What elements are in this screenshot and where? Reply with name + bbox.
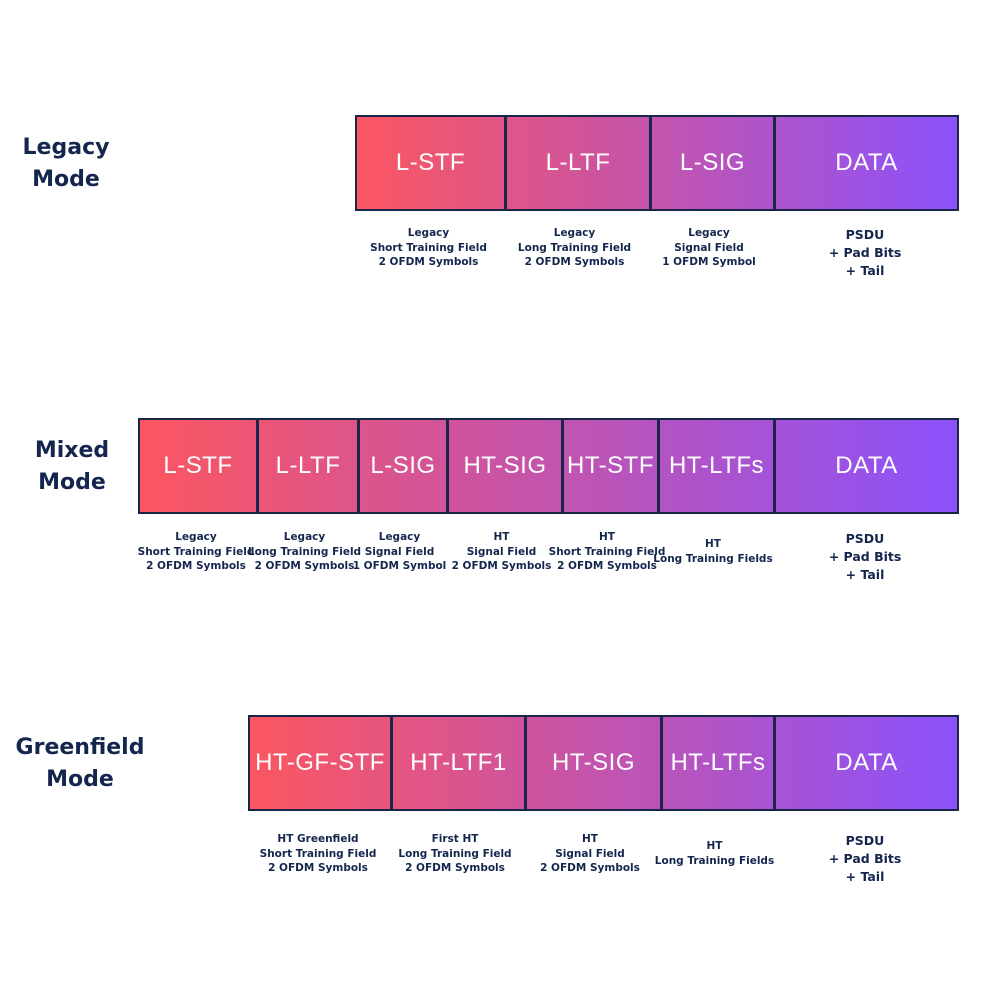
field-description-ht-sig: HT Signal Field 2 OFDM Symbols <box>451 531 552 572</box>
field-l-stf: L-STF <box>395 149 466 176</box>
mode-label-greenfield: Greenfield Mode <box>15 735 145 792</box>
mode-label-legacy: Legacy Mode <box>22 135 110 192</box>
field-l-sig: L-SIG <box>357 420 446 512</box>
field-description-data: PSDU + Pad Bits + Tail <box>828 833 902 884</box>
field-description-ht-gf-stf: HT Greenfield Short Training Field 2 OFD… <box>259 833 377 874</box>
field-description-l-stf: Legacy Short Training Field 2 OFDM Symbo… <box>370 227 487 268</box>
field-description-l-ltf: Legacy Long Training Field 2 OFDM Symbol… <box>247 531 362 572</box>
field-description-data: PSDU + Pad Bits + Tail <box>828 531 902 582</box>
field-data: DATA <box>773 117 957 209</box>
field-ht-sig: HT-SIG <box>446 420 561 512</box>
field-ht-ltfs: HT-LTFs <box>660 717 773 809</box>
field-ht-ltf1: HT-LTF1 <box>390 717 524 809</box>
field-description-ht-stf: HT Short Training Field 2 OFDM Symbols <box>548 531 666 572</box>
field-description-ht-ltfs: HT Long Training Fields <box>654 840 775 867</box>
field-description-l-stf: Legacy Short Training Field 2 OFDM Symbo… <box>137 531 255 572</box>
field-l-ltf: L-LTF <box>256 420 357 512</box>
field-data: DATA <box>773 420 957 512</box>
field-description-ht-ltf1: First HT Long Training Field 2 OFDM Symb… <box>398 833 512 874</box>
frame-bar-greenfield: HT-GF-STF HT-LTF1 HT-SIG HT-LTFs DATA <box>248 715 959 811</box>
field-description-ht-ltfs: HT Long Training Fields <box>653 538 773 565</box>
field-description-data: PSDU + Pad Bits + Tail <box>828 227 902 278</box>
field-ht-sig: HT-SIG <box>524 717 660 809</box>
field-l-stf: L-STF <box>163 452 233 479</box>
field-ht-ltfs: HT-LTFs <box>657 420 773 512</box>
field-description-l-ltf: Legacy Long Training Field 2 OFDM Symbol… <box>517 227 632 268</box>
field-data: DATA <box>773 717 957 809</box>
field-description-l-sig: Legacy Signal Field 1 OFDM Symbol <box>662 227 756 268</box>
field-ht-stf: HT-STF <box>561 420 657 512</box>
field-l-ltf: L-LTF <box>504 117 649 209</box>
frame-bar-legacy: L-STF L-LTF L-SIG DATA <box>355 115 959 211</box>
field-ht-gf-stf: HT-GF-STF <box>255 749 385 776</box>
field-description-ht-sig: HT Signal Field 2 OFDM Symbols <box>540 833 640 874</box>
mode-label-mixed: Mixed Mode <box>34 438 110 495</box>
frame-bar-mixed: L-STF L-LTF L-SIG HT-SIG HT-STF HT-LTFs DATA <box>138 418 959 514</box>
field-l-sig: L-SIG <box>649 117 773 209</box>
field-description-l-sig: Legacy Signal Field 1 OFDM Symbol <box>352 531 447 572</box>
